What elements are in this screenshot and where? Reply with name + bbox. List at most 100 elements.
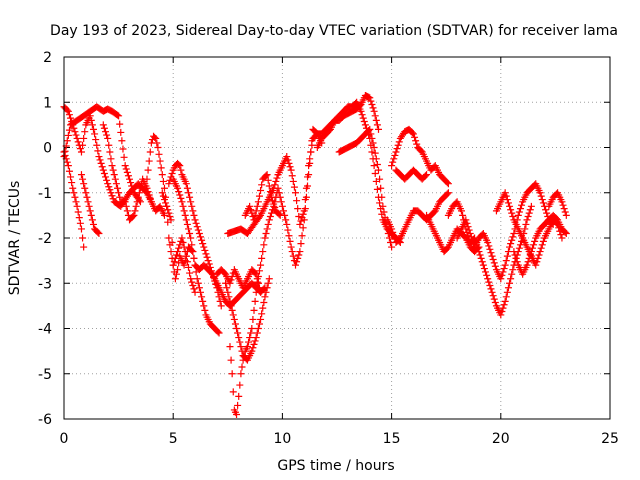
data-point: [77, 225, 85, 233]
data-point: [289, 252, 297, 260]
data-point: [165, 234, 173, 242]
data-point: [250, 306, 258, 314]
data-point: [152, 134, 160, 142]
data-point: [186, 269, 194, 277]
data-point: [129, 213, 137, 221]
data-point: [466, 229, 474, 237]
data-point: [408, 129, 416, 137]
data-point: [384, 229, 392, 237]
data-point: [506, 243, 514, 251]
data-point: [559, 201, 567, 209]
data-point: [74, 208, 82, 216]
data-point: [368, 134, 376, 142]
data-point: [257, 315, 265, 323]
data-point: [237, 370, 245, 378]
series-arc-21: [392, 166, 431, 183]
data-point: [443, 190, 451, 198]
data-point: [283, 153, 291, 161]
data-point: [176, 191, 184, 199]
data-point: [243, 343, 251, 351]
data-point: [88, 121, 96, 129]
data-point: [156, 157, 164, 165]
data-point: [247, 206, 255, 214]
data-point: [248, 347, 256, 355]
data-point: [293, 197, 301, 205]
data-point: [361, 121, 369, 129]
data-point: [253, 278, 261, 286]
data-point: [134, 193, 142, 201]
data-point: [371, 149, 379, 157]
data-point: [305, 162, 313, 170]
data-point: [181, 211, 189, 219]
data-point: [234, 401, 242, 409]
data-point: [122, 202, 130, 210]
data-point: [83, 193, 91, 201]
data-point: [120, 153, 128, 161]
data-point: [63, 158, 71, 166]
data-point: [423, 171, 431, 179]
data-point: [246, 202, 254, 210]
data-point: [370, 162, 378, 170]
data-point: [255, 267, 263, 275]
data-point: [76, 219, 84, 227]
data-point: [109, 195, 117, 203]
data-point: [259, 248, 267, 256]
data-point: [116, 193, 124, 201]
data-point: [94, 228, 102, 236]
data-point: [271, 181, 279, 189]
x-tick-label: 0: [60, 431, 69, 447]
series-arc-8: [165, 159, 225, 310]
data-point: [524, 258, 532, 266]
data-point: [175, 160, 183, 168]
data-point: [370, 107, 378, 115]
data-point: [146, 194, 154, 202]
data-point: [289, 177, 297, 185]
data-point: [157, 164, 165, 172]
data-point: [106, 148, 114, 156]
data-point: [174, 248, 182, 256]
data-point: [91, 130, 99, 138]
data-point: [307, 148, 315, 156]
y-tick-label: 2: [43, 50, 52, 66]
data-point: [372, 155, 380, 163]
data-point: [224, 288, 232, 296]
x-axis-label: GPS time / hours: [277, 458, 394, 474]
data-point: [301, 196, 309, 204]
data-point: [502, 192, 510, 200]
data-point: [507, 275, 515, 283]
data-point: [278, 202, 286, 210]
data-point: [509, 233, 517, 241]
data-point: [293, 258, 301, 266]
data-point: [160, 196, 168, 204]
data-point: [264, 279, 272, 287]
data-point: [507, 240, 515, 248]
data-point: [197, 288, 204, 296]
data-point: [506, 202, 514, 210]
data-point: [170, 258, 178, 266]
data-point: [109, 166, 117, 174]
data-point: [413, 140, 421, 148]
data-point: [367, 97, 375, 105]
data-point: [374, 166, 382, 174]
data-point: [266, 188, 274, 196]
data-point: [80, 180, 88, 188]
data-point: [390, 232, 398, 240]
data-point: [99, 166, 107, 174]
y-tick-label: -6: [38, 412, 52, 428]
data-point: [184, 189, 192, 197]
series-arc-19: [383, 189, 452, 247]
data-point: [217, 302, 225, 310]
data-point: [509, 213, 517, 221]
data-point: [265, 182, 273, 190]
data-point: [277, 198, 285, 206]
y-tick-label: 1: [43, 95, 52, 111]
data-point: [107, 155, 115, 163]
data-point: [525, 209, 533, 217]
data-point: [359, 114, 367, 122]
data-point: [197, 233, 204, 241]
data-point: [193, 275, 201, 283]
data-point: [379, 202, 387, 210]
data-point: [200, 243, 208, 251]
data-point: [237, 343, 245, 351]
data-point: [560, 205, 568, 213]
